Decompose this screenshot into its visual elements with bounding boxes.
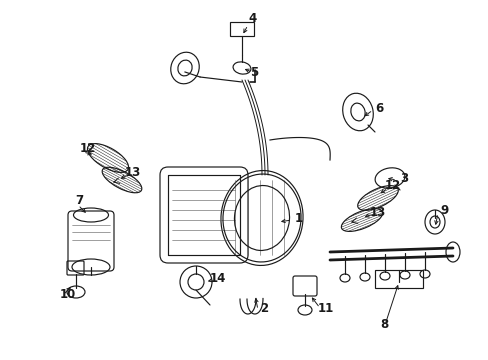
Text: 4: 4: [247, 12, 256, 24]
Text: 9: 9: [439, 203, 447, 216]
Text: 8: 8: [379, 319, 387, 332]
Text: 3: 3: [399, 171, 407, 185]
Text: 13: 13: [125, 166, 141, 179]
Text: 6: 6: [374, 102, 383, 114]
Text: 13: 13: [369, 206, 386, 219]
Text: 5: 5: [249, 66, 258, 78]
Text: 10: 10: [60, 288, 76, 302]
Text: 2: 2: [260, 302, 267, 315]
Text: 12: 12: [80, 141, 96, 154]
Text: 14: 14: [209, 271, 226, 284]
Text: 1: 1: [294, 212, 303, 225]
Text: 7: 7: [75, 194, 83, 207]
Text: 12: 12: [384, 179, 401, 192]
Text: 11: 11: [317, 302, 334, 315]
